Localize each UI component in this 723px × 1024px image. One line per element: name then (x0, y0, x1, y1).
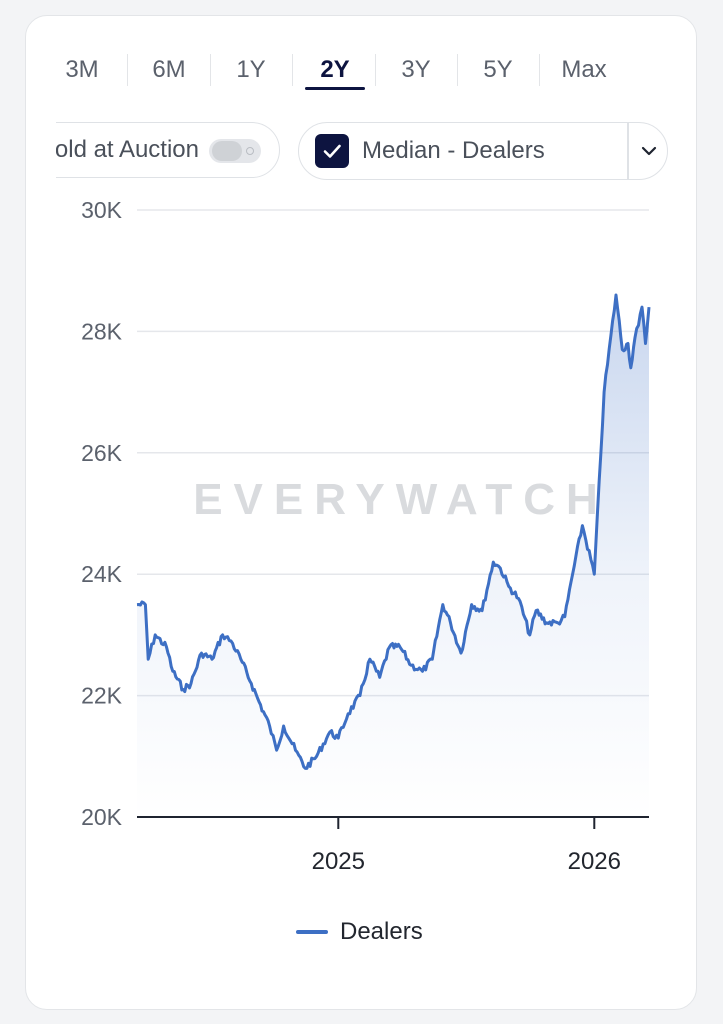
y-tick-label: 30K (81, 197, 123, 223)
chevron-down-icon[interactable] (639, 141, 659, 161)
price-chart-card (25, 15, 697, 1010)
series-select[interactable]: Median - Dealers (298, 122, 668, 180)
tab-divider (457, 54, 458, 86)
legend-label-dealers: Dealers (340, 918, 423, 945)
y-tick-label: 24K (81, 561, 123, 587)
tab-3m[interactable]: 3M (65, 56, 99, 83)
series-area-dealers (137, 295, 649, 817)
chart-legend[interactable]: Dealers (296, 914, 423, 950)
chart-controls: Sold at Auction Median - Dealers (0, 120, 723, 182)
auction-toggle-switch[interactable] (209, 139, 261, 163)
tab-2y[interactable]: 2Y (295, 50, 375, 94)
select-divider (627, 123, 629, 179)
tab-3y[interactable]: 3Y (401, 56, 431, 83)
toggle-off-icon (246, 147, 254, 155)
x-tick-label: 2026 (568, 848, 621, 875)
tab-5y[interactable]: 5Y (483, 56, 513, 83)
price-chart: EVERYWATCH 20K 22K 24K 26K 28K 30K 2025 2026 (0, 190, 723, 890)
y-tick-label: 28K (81, 318, 123, 344)
series-select-label: Median - Dealers (362, 137, 545, 164)
x-tick-label: 2025 (312, 848, 365, 875)
tab-max[interactable]: Max (561, 56, 607, 83)
tab-divider (539, 54, 540, 86)
auction-toggle-container: Sold at Auction (56, 120, 286, 182)
chart-svg: EVERYWATCH 20K 22K 24K 26K 28K 30K 2025 2026 (81, 197, 651, 875)
range-tabs: 3M 6M 1Y 2Y 3Y 5Y Max (40, 50, 640, 94)
y-tick-label: 20K (81, 804, 123, 830)
tab-divider (292, 54, 293, 86)
axis-layer: 20K 22K 24K 26K 28K 30K 2025 2026 (81, 197, 649, 875)
watermark: EVERYWATCH (193, 475, 609, 524)
tab-divider (127, 54, 128, 86)
tab-1y[interactable]: 1Y (236, 56, 266, 83)
y-tick-label: 26K (81, 440, 123, 466)
auction-toggle-pill[interactable]: Sold at Auction (56, 122, 280, 178)
tab-divider (210, 54, 211, 86)
legend-swatch-dealers (296, 930, 328, 934)
tab-6m[interactable]: 6M (152, 56, 186, 83)
series-line-dealers (136, 293, 651, 770)
auction-toggle-label: Sold at Auction (56, 136, 199, 163)
checkmark-icon (323, 144, 341, 158)
series-checkbox[interactable] (315, 134, 349, 168)
toggle-knob (212, 141, 242, 161)
tab-divider (375, 54, 376, 86)
y-tick-label: 22K (81, 683, 123, 709)
